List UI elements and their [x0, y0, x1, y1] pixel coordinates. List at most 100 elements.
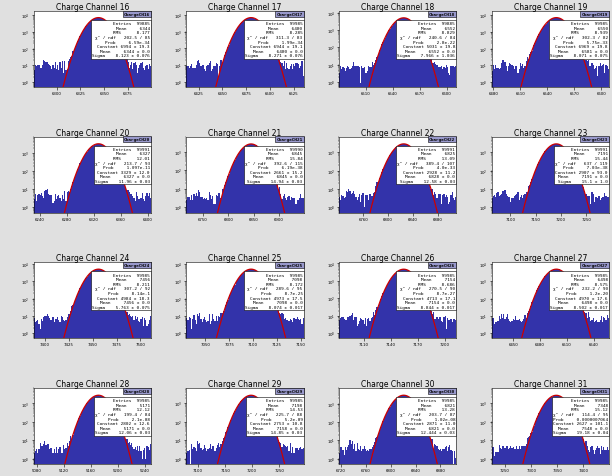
Bar	[553, 145, 554, 476]
Bar	[520, 198, 521, 476]
Bar	[414, 152, 415, 476]
Bar	[78, 418, 80, 476]
Bar	[248, 396, 250, 476]
Bar	[565, 401, 567, 476]
Bar	[422, 291, 424, 476]
Bar	[384, 41, 385, 476]
Bar	[84, 29, 85, 476]
Bar	[269, 36, 270, 476]
Bar	[271, 41, 272, 476]
Bar	[409, 272, 411, 476]
Bar	[351, 444, 352, 476]
Bar	[242, 148, 244, 476]
Bar	[198, 444, 199, 476]
Bar	[409, 147, 411, 476]
Bar	[94, 20, 95, 476]
Bar	[265, 157, 266, 476]
Bar	[105, 273, 106, 476]
Bar	[275, 53, 277, 476]
Bar	[551, 397, 553, 476]
Bar	[524, 66, 526, 476]
Bar	[214, 451, 215, 476]
Bar	[527, 313, 528, 476]
Bar	[491, 71, 493, 476]
Bar	[146, 193, 147, 476]
Bar	[356, 317, 357, 476]
Bar	[507, 446, 508, 476]
Bar	[255, 270, 256, 476]
Bar	[583, 188, 584, 476]
Bar	[210, 62, 211, 476]
Bar	[424, 293, 425, 476]
Bar	[442, 70, 444, 476]
Bar	[528, 311, 529, 476]
Bar	[452, 67, 453, 476]
Bar	[273, 426, 274, 476]
Bar	[498, 452, 499, 476]
Bar	[397, 21, 398, 476]
Bar	[95, 145, 96, 476]
Title: Charge Channel 25: Charge Channel 25	[208, 254, 282, 263]
Bar	[442, 196, 444, 476]
Bar	[518, 319, 520, 476]
Bar	[224, 185, 225, 476]
Bar	[541, 282, 542, 476]
Bar	[145, 197, 146, 476]
Bar	[97, 396, 99, 476]
Bar	[556, 269, 558, 476]
Bar	[136, 66, 137, 476]
Bar	[265, 408, 266, 476]
Title: Charge Channel 23: Charge Channel 23	[513, 128, 587, 137]
Bar	[286, 447, 287, 476]
Bar	[259, 23, 260, 476]
Bar	[244, 272, 245, 476]
Bar	[135, 316, 136, 476]
Bar	[119, 423, 121, 476]
Bar	[603, 65, 604, 476]
Bar	[86, 403, 88, 476]
Bar	[80, 416, 81, 476]
Bar	[47, 314, 48, 476]
Bar	[507, 71, 508, 476]
Bar	[197, 314, 198, 476]
Bar	[266, 32, 267, 476]
Bar	[371, 446, 373, 476]
Bar	[42, 65, 43, 476]
Bar	[411, 273, 412, 476]
Bar	[341, 196, 343, 476]
Bar	[53, 65, 54, 476]
Bar	[352, 67, 353, 476]
Bar	[251, 396, 252, 476]
Bar	[109, 25, 110, 476]
Bar	[191, 65, 192, 476]
Bar	[544, 152, 545, 476]
Bar	[529, 55, 530, 476]
Bar	[433, 196, 434, 476]
Bar	[512, 448, 513, 476]
Bar	[504, 191, 506, 476]
Bar	[522, 199, 523, 476]
Bar	[366, 327, 367, 476]
Bar	[413, 150, 414, 476]
Bar	[414, 403, 415, 476]
Bar	[582, 182, 583, 476]
Bar	[498, 69, 499, 476]
Bar	[563, 148, 564, 476]
Bar	[506, 66, 507, 476]
Bar	[567, 152, 568, 476]
Bar	[605, 450, 606, 476]
Bar	[271, 421, 272, 476]
Bar	[428, 433, 429, 476]
Bar	[343, 199, 345, 476]
Bar	[356, 67, 357, 476]
Text: ChargeCH17: ChargeCH17	[276, 13, 302, 17]
Bar	[239, 277, 241, 476]
Bar	[447, 198, 448, 476]
Bar	[542, 407, 543, 476]
Bar	[89, 275, 90, 476]
Bar	[75, 299, 76, 476]
Bar	[399, 397, 400, 476]
Bar	[35, 323, 36, 476]
Bar	[589, 67, 590, 476]
Text: Entries  99885
Mean     6552
RMS      8.829
χ² / ndf   240.6 / 84
Prob     2.8e-: Entries 99885 Mean 6552 RMS 8.829 χ² / n…	[397, 22, 455, 58]
